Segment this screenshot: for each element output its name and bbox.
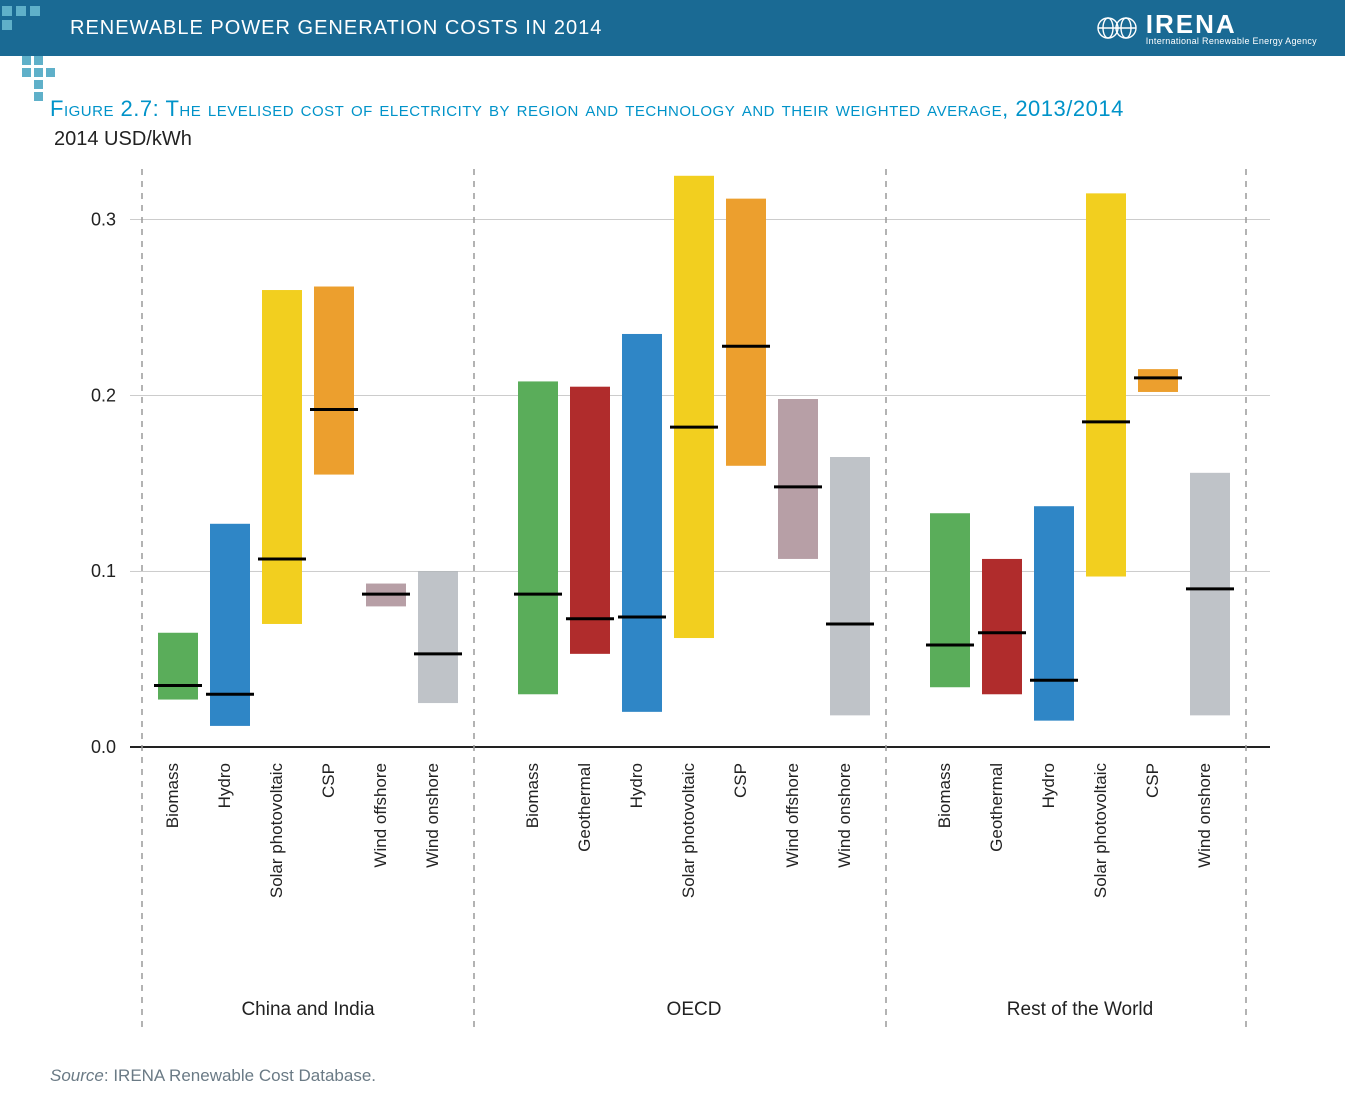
x-tick-label: Biomass bbox=[163, 763, 182, 828]
x-tick-label: Hydro bbox=[1039, 763, 1058, 808]
figure-source: Source: IRENA Renewable Cost Database. bbox=[50, 1066, 1295, 1086]
x-tick-label: Geothermal bbox=[987, 763, 1006, 852]
range-bar bbox=[1138, 369, 1178, 392]
logo-text: IRENA bbox=[1146, 11, 1237, 37]
x-tick-label: CSP bbox=[1143, 763, 1162, 798]
source-text: : IRENA Renewable Cost Database. bbox=[104, 1066, 376, 1085]
x-tick-label: CSP bbox=[731, 763, 750, 798]
logo-subtext: International Renewable Energy Agency bbox=[1146, 37, 1317, 46]
range-bar bbox=[726, 199, 766, 466]
range-bar-chart: 0.0 0.1 0.2 0.3 Biomass Hydro Solar photovolta… bbox=[50, 157, 1290, 1037]
source-prefix: Source bbox=[50, 1066, 104, 1085]
y-tick-label: 0.0 bbox=[91, 737, 116, 757]
region-label: China and India bbox=[241, 999, 375, 1020]
x-tick-label: Solar photovoltaic bbox=[679, 763, 698, 899]
x-tick-label: Wind onshore bbox=[423, 763, 442, 868]
range-bar bbox=[1034, 506, 1074, 720]
page-title: RENEWABLE POWER GENERATION COSTS IN 2014 bbox=[70, 17, 602, 40]
region-label: Rest of the World bbox=[1007, 999, 1153, 1020]
chart-container: 0.0 0.1 0.2 0.3 Biomass Hydro Solar photovolta… bbox=[50, 157, 1295, 1042]
y-axis-unit-label: 2014 USD/kWh bbox=[54, 128, 1295, 151]
range-bar bbox=[930, 513, 970, 687]
range-bar bbox=[982, 559, 1022, 694]
x-tick-label: Biomass bbox=[523, 763, 542, 828]
range-bar bbox=[830, 457, 870, 715]
range-bar bbox=[518, 381, 558, 694]
figure-title: Figure 2.7: The levelised cost of electr… bbox=[50, 96, 1295, 122]
range-bar bbox=[570, 387, 610, 654]
range-bar bbox=[674, 176, 714, 638]
x-tick-label: Wind onshore bbox=[835, 763, 854, 868]
x-tick-label: CSP bbox=[319, 763, 338, 798]
region-label: OECD bbox=[667, 999, 722, 1020]
x-tick-label: Solar photovoltaic bbox=[1091, 763, 1110, 899]
x-tick-label: Geothermal bbox=[575, 763, 594, 852]
globe-icon bbox=[1096, 13, 1138, 43]
x-tick-label: Wind onshore bbox=[1195, 763, 1214, 868]
header-bar: RENEWABLE POWER GENERATION COSTS IN 2014… bbox=[0, 0, 1345, 56]
x-tick-label: Hydro bbox=[627, 763, 646, 808]
range-bar bbox=[1086, 193, 1126, 576]
range-bar bbox=[158, 633, 198, 700]
y-tick-label: 0.1 bbox=[91, 561, 116, 581]
x-tick-label: Wind offshore bbox=[371, 763, 390, 868]
y-tick-label: 0.2 bbox=[91, 385, 116, 405]
y-tick-label: 0.3 bbox=[91, 210, 116, 230]
x-tick-label: Hydro bbox=[215, 763, 234, 808]
irena-logo: IRENA International Renewable Energy Age… bbox=[1096, 11, 1317, 46]
range-bar bbox=[314, 287, 354, 475]
content-area: Figure 2.7: The levelised cost of electr… bbox=[0, 56, 1345, 1116]
range-bar bbox=[622, 334, 662, 712]
range-bar bbox=[778, 399, 818, 559]
x-tick-label: Wind offshore bbox=[783, 763, 802, 868]
range-bar bbox=[1190, 473, 1230, 716]
x-tick-label: Solar photovoltaic bbox=[267, 763, 286, 899]
range-bar bbox=[262, 290, 302, 624]
range-bar bbox=[418, 571, 458, 703]
x-tick-label: Biomass bbox=[935, 763, 954, 828]
